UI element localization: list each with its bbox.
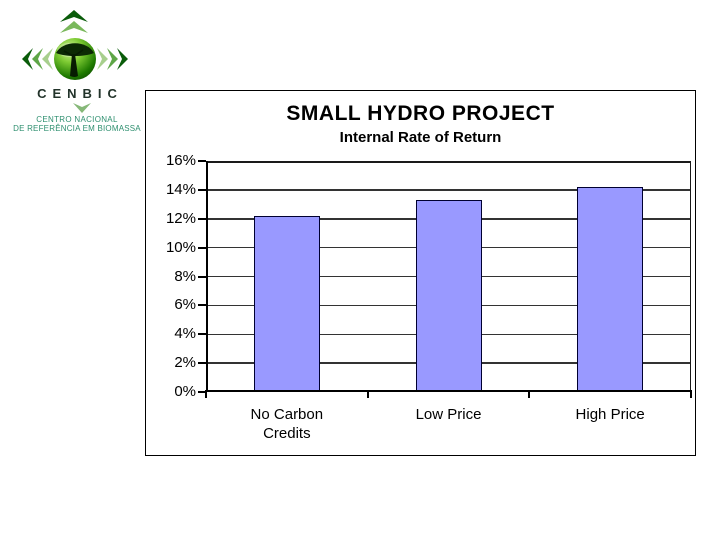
y-axis-tick xyxy=(198,333,206,336)
logo-org-line1: CENTRO NACIONAL xyxy=(36,115,118,124)
x-axis-label-no-carbon-credits: No Carbon Credits xyxy=(250,406,324,442)
y-axis-tick xyxy=(198,188,206,191)
chart-title: SMALL HYDRO PROJECT xyxy=(286,102,555,125)
x-axis-tick xyxy=(690,390,692,398)
y-axis-label: 6% xyxy=(174,296,196,314)
logo-org-line2: DE REFERÊNCIA EM BIOMASSA xyxy=(13,124,141,133)
y-axis-line xyxy=(206,161,208,392)
x-axis-label-high-price: High Price xyxy=(575,406,645,423)
y-axis-tick xyxy=(198,391,206,393)
y-axis-label: 8% xyxy=(174,267,196,285)
y-axis-tick xyxy=(198,275,206,278)
bar-high-price xyxy=(577,186,644,392)
chevron-down-icon xyxy=(73,103,91,113)
gridline xyxy=(206,189,691,191)
x-axis-tick xyxy=(205,390,207,398)
y-axis-tick xyxy=(198,362,206,365)
y-axis-tick xyxy=(198,246,206,249)
plot-top-border xyxy=(206,161,691,163)
logo-acronym: CENBIC xyxy=(37,86,123,101)
chart-subtitle: Internal Rate of Return xyxy=(339,129,502,146)
plot-area: 0% 2% 4% 6% 8% 10% 12% 14% 16% No Carbon Credits L… xyxy=(166,152,692,442)
chart-frame: SMALL HYDRO PROJECT Internal Rate of Ret… xyxy=(145,90,696,456)
y-axis-tick xyxy=(198,160,206,162)
y-axis-label: 0% xyxy=(174,383,196,400)
y-axis-tick xyxy=(198,304,206,307)
cenbic-logo: CENBIC CENTRO NACIONAL DE REFERÊNCIA EM … xyxy=(12,8,142,133)
bar-no-carbon-credits xyxy=(253,215,320,392)
y-axis-tick xyxy=(198,217,206,220)
y-axis-label: 16% xyxy=(165,152,196,169)
y-axis-label: 2% xyxy=(174,354,196,372)
x-axis-tick xyxy=(366,390,369,398)
y-axis-label: 4% xyxy=(174,325,196,343)
plot-right-border xyxy=(689,161,691,392)
x-axis-line xyxy=(206,390,691,392)
x-axis-label-low-price: Low Price xyxy=(415,406,482,423)
x-axis-tick xyxy=(528,390,531,398)
bar-low-price xyxy=(415,199,482,392)
y-axis-label: 14% xyxy=(165,180,196,198)
y-axis-label: 10% xyxy=(165,238,196,256)
y-axis-label: 12% xyxy=(165,209,196,227)
cenbic-tree-emblem-icon xyxy=(22,10,128,80)
